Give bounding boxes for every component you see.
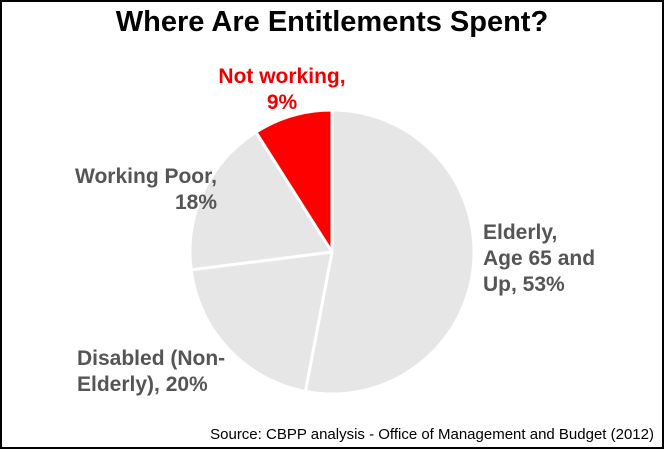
- slice-label-elderly: Elderly, Age 65 and Up, 53%: [483, 220, 595, 298]
- pie-slice-disabled: [189, 250, 334, 393]
- source-note: Source: CBPP analysis - Office of Manage…: [210, 426, 654, 443]
- chart-title: Where Are Entitlements Spent?: [115, 6, 549, 38]
- slice-label-working-poor-line-1: Working Poor,: [75, 165, 217, 188]
- slice-label-not-working-line-1: Not working,: [218, 65, 346, 88]
- slice-label-disabled-line-1: Disabled (Non-: [77, 347, 226, 370]
- slice-label-disabled: Disabled (Non- Elderly), 20%: [77, 346, 225, 398]
- slice-label-elderly-line-3: Up, 53%: [483, 273, 565, 296]
- slice-label-working-poor: Working Poor, 18%: [57, 164, 217, 216]
- slice-label-working-poor-line-2: 18%: [174, 191, 217, 214]
- slice-label-elderly-line-2: Age 65 and: [483, 247, 596, 270]
- pie-slice-elderly: [303, 108, 476, 396]
- slice-label-not-working: Not working, 9%: [212, 64, 352, 116]
- pie-slice-working-poor: [188, 130, 334, 272]
- slice-label-not-working-line-2: 9%: [266, 91, 298, 114]
- slice-label-disabled-line-2: Elderly), 20%: [77, 373, 208, 396]
- slice-label-elderly-line-1: Elderly,: [483, 221, 558, 244]
- pie-slice-not-working: [254, 108, 334, 254]
